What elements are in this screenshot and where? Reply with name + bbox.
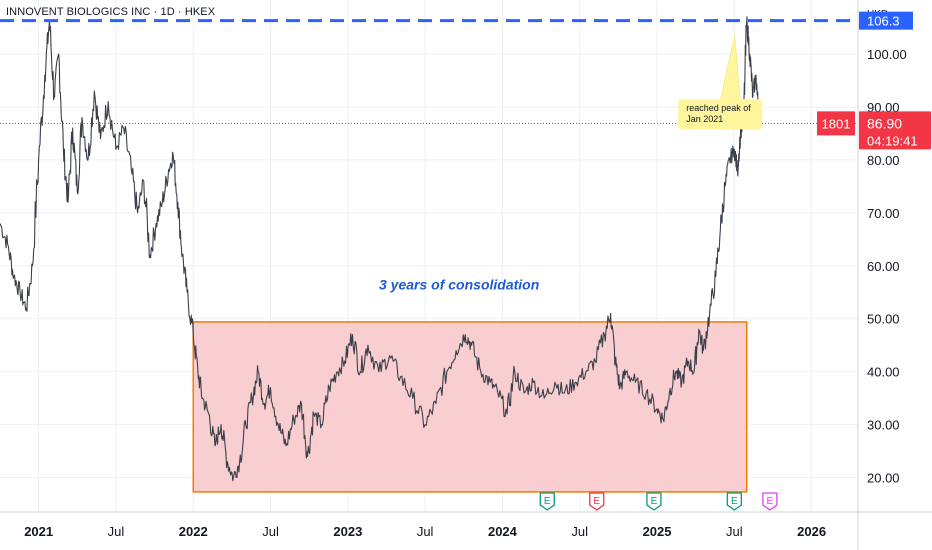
ticker-tag-text: 1801: [822, 116, 851, 131]
earnings-event-glyph: E: [767, 496, 774, 507]
price-series-line[interactable]: [0, 16, 760, 482]
ticker-tag[interactable]: [817, 111, 855, 136]
callout-text-line: Jan 2021: [686, 114, 723, 124]
peak-price-tag[interactable]: [859, 11, 913, 30]
earnings-event-glyph: E: [593, 496, 600, 507]
earnings-event[interactable]: E: [539, 492, 555, 511]
callout-text-line: reached peak of: [686, 103, 751, 113]
x-tick-label: 2026: [797, 524, 826, 539]
earnings-event[interactable]: E: [726, 492, 742, 511]
earnings-event-marker[interactable]: [646, 492, 662, 511]
time-axis-panel: [0, 512, 932, 550]
price-labels-layer: 106.3 1801 86.90 04:19:41: [817, 11, 931, 150]
earnings-event[interactable]: E: [646, 492, 662, 511]
countdown-timer: 04:19:41: [867, 133, 918, 148]
peak-price-tag-text: 106.3: [867, 14, 900, 29]
x-tick-label: 2022: [179, 524, 208, 539]
earnings-event[interactable]: E: [762, 492, 778, 511]
y-tick-label: 50.00: [867, 312, 900, 327]
x-tick-label: 2025: [643, 524, 672, 539]
y-tick-label: 80.00: [867, 153, 900, 168]
x-tick-label: Jul: [417, 524, 434, 539]
y-tick-label: 100.00: [867, 47, 907, 62]
earnings-event-glyph: E: [544, 496, 551, 507]
callout-box[interactable]: [678, 99, 763, 130]
callout-pointer: [719, 34, 741, 101]
x-tick-label: Jul: [726, 524, 743, 539]
x-tick-label: 2023: [333, 524, 362, 539]
y-tick-label: 40.00: [867, 365, 900, 380]
y-tick-label: 90.00: [867, 100, 900, 115]
annotation-layer: 3 years of consolidation reached peak ofJ…: [379, 34, 763, 293]
earnings-event-marker[interactable]: [726, 492, 742, 511]
y-tick-label: 20.00: [867, 471, 900, 486]
earnings-event-glyph: E: [651, 496, 658, 507]
price-axis-panel: [858, 0, 932, 550]
x-tick-label: Jul: [262, 524, 279, 539]
y-tick-label: 70.00: [867, 206, 900, 221]
earnings-event-marker[interactable]: [589, 492, 605, 511]
price-line-layer: [0, 16, 760, 482]
consolidation-annotation: 3 years of consolidation: [379, 277, 539, 293]
y-tick-label: 30.00: [867, 418, 900, 433]
current-price-value: 86.90: [867, 115, 902, 131]
earnings-event-glyph: E: [731, 496, 738, 507]
earnings-event[interactable]: E: [589, 492, 605, 511]
y-tick-label: 60.00: [867, 259, 900, 274]
current-price-tag[interactable]: [859, 111, 931, 150]
x-tick-label: 2021: [24, 524, 53, 539]
earnings-event-marker[interactable]: [762, 492, 778, 511]
x-tick-label: Jul: [108, 524, 125, 539]
x-tick-label: 2024: [488, 524, 518, 539]
chart-title: INNOVENT BIOLOGICS INC · 1D · HKEX: [6, 6, 216, 18]
x-tick-label: Jul: [571, 524, 588, 539]
earnings-event-marker[interactable]: [539, 492, 555, 511]
